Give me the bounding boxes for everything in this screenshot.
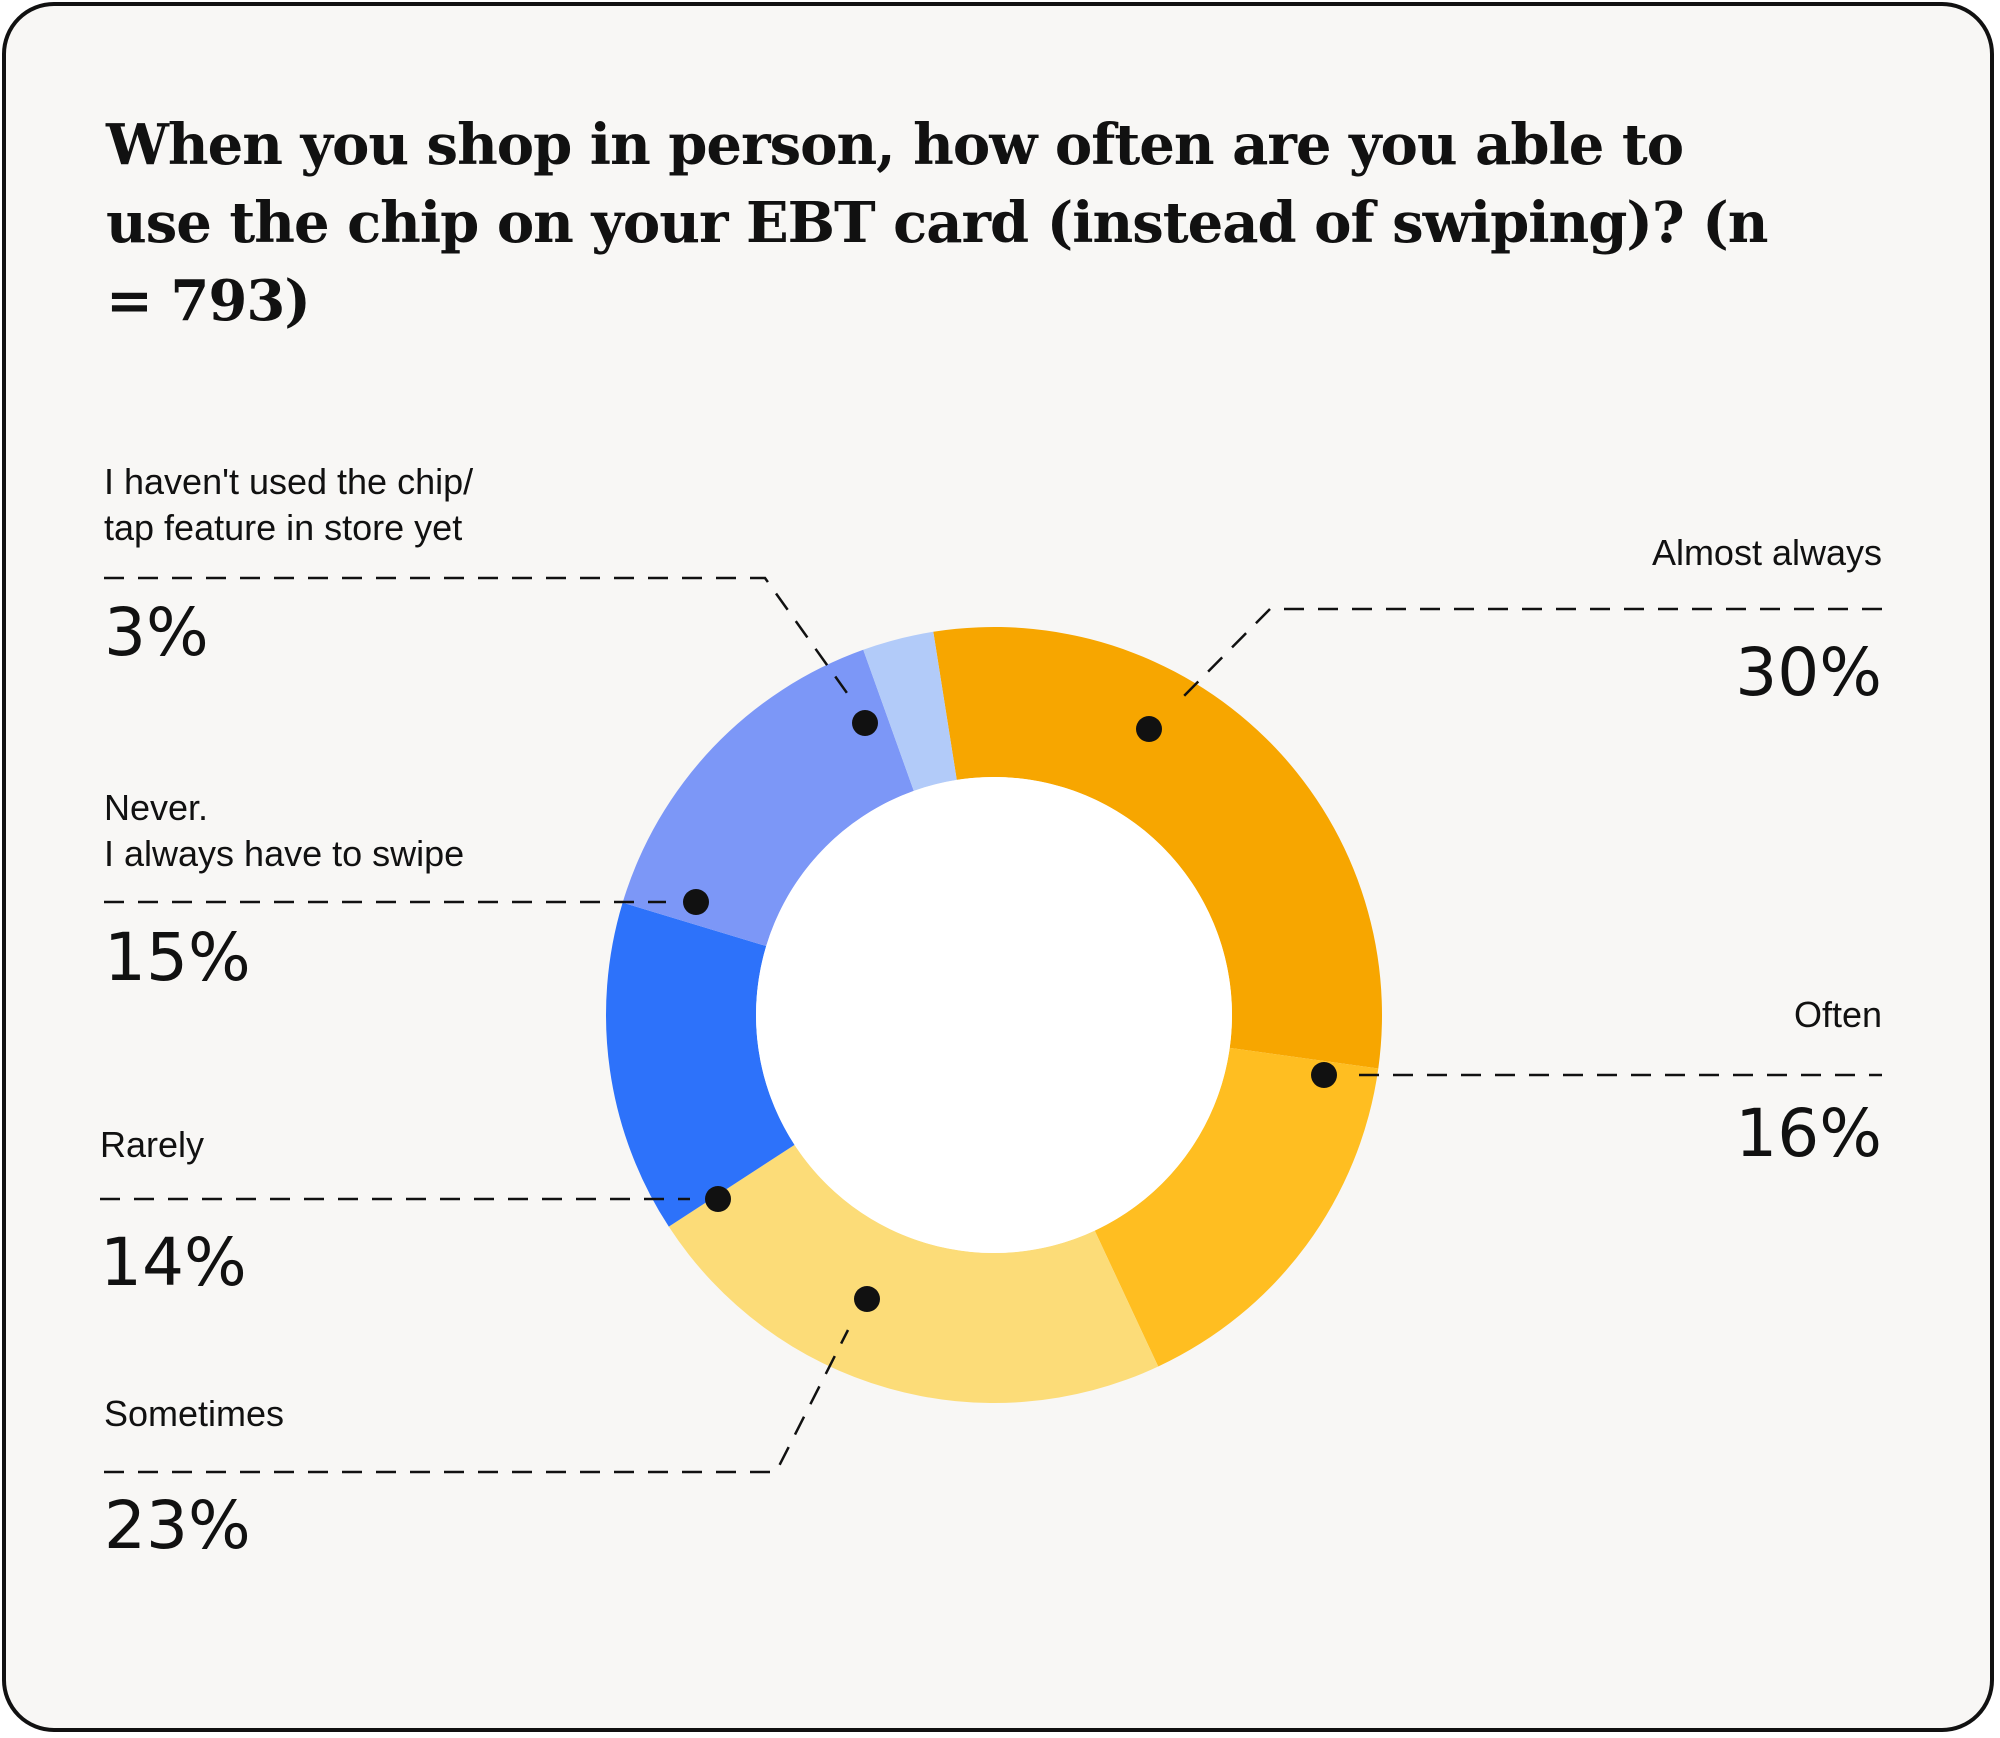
callout-1: Often 16% — [1311, 994, 1882, 1172]
slice-value: 23% — [104, 1487, 251, 1564]
callout-3: Rarely 14% — [100, 1124, 731, 1301]
leader-dot — [683, 889, 709, 915]
slice-label: Never. — [104, 787, 208, 828]
leader-dot — [852, 710, 878, 736]
slice-value: 16% — [1735, 1095, 1882, 1172]
slice-label: Rarely — [100, 1124, 204, 1165]
leader-line — [1179, 607, 1882, 701]
leader-line — [104, 576, 854, 701]
callout-5: I haven't used the chip/tap feature in s… — [104, 461, 878, 736]
slice-label: I always have to swipe — [104, 833, 464, 874]
donut-slice-5 — [863, 631, 957, 791]
slice-value: 3% — [104, 594, 209, 671]
slice-label: Sometimes — [104, 1393, 284, 1434]
donut-slice-0 — [933, 627, 1382, 1069]
callout-2: Sometimes 23% — [104, 1286, 880, 1564]
leader-dot — [1136, 716, 1162, 742]
leader-dot — [705, 1186, 731, 1212]
slice-value: 14% — [100, 1224, 247, 1301]
slice-value: 30% — [1735, 634, 1882, 711]
leader-line — [104, 1329, 850, 1474]
donut-slice-1 — [1094, 1047, 1379, 1367]
callout-4: Never. I always have to swipe 15% — [104, 787, 709, 996]
leader-dot — [1311, 1062, 1337, 1088]
donut-slice-3 — [606, 902, 795, 1227]
slice-label: Almost always — [1652, 532, 1882, 573]
slice-label: I haven't used the chip/ — [104, 461, 473, 502]
donut-hole — [756, 777, 1232, 1253]
slice-label: Often — [1794, 994, 1882, 1035]
slice-label: tap feature in store yet — [104, 507, 462, 548]
slice-value: 15% — [104, 919, 251, 996]
donut-slice-4 — [622, 649, 914, 947]
donut-slice-2 — [668, 1144, 1159, 1403]
callout-0: Almost always 30% — [1136, 532, 1882, 742]
chart-title: When you shop in person, how often are y… — [106, 112, 1768, 334]
leader-dot — [854, 1286, 880, 1312]
